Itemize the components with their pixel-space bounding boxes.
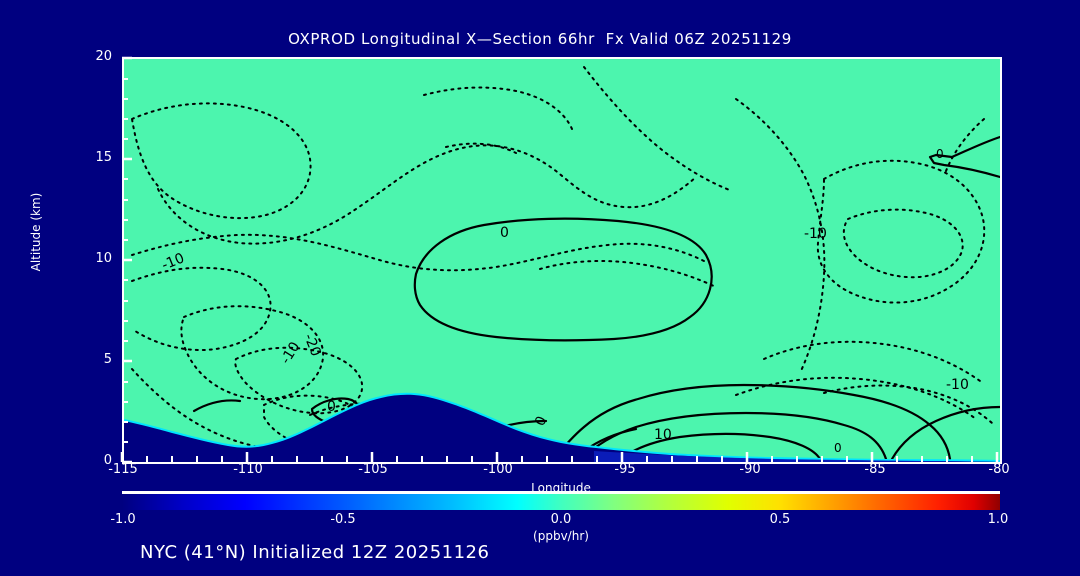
contour-neg10-band-c <box>131 233 705 272</box>
contour-label-zero-central: 0 <box>500 225 509 241</box>
x-tick-label: -90 <box>739 462 761 477</box>
colorbar-units-label: (ppbv/hr) <box>533 529 589 543</box>
x-tick-label: -100 <box>483 462 513 477</box>
x-tick-label: -95 <box>614 462 636 477</box>
y-tick-label: 5 <box>103 352 112 367</box>
colorbar-tick-label: -0.5 <box>330 512 356 527</box>
contour-neg-top-l <box>445 142 517 154</box>
contour-plot-svg: -10 -20 -10 0 0 0 10 -10 -10 0 0 <box>124 59 1000 462</box>
contour-label-neg10-right-mid: -10 <box>804 226 827 242</box>
contour-neg10-lowright-t <box>735 376 977 420</box>
contour-label-neg10-left: -10 <box>160 250 187 273</box>
contour-zero-west-a <box>192 399 242 413</box>
colorbar-topline <box>122 491 1000 494</box>
x-tick-label: -115 <box>108 462 138 477</box>
contour-zero-upper-right <box>928 135 1000 179</box>
contour-neg20-lobe-e <box>180 305 325 401</box>
contour-neg-center-n <box>539 260 717 288</box>
contour-zero-lower-right-c <box>890 405 1000 461</box>
y-axis-ticks: 20 15 10 5 0 <box>0 0 122 470</box>
contour-neg-center-m <box>583 66 733 192</box>
x-major-ticks <box>120 452 999 462</box>
contour-label-zero-far-low: 0 <box>834 441 842 455</box>
contour-neg10-right-core-q <box>842 208 964 279</box>
contour-neg-top-k <box>423 86 573 130</box>
x-tick-label: -105 <box>358 462 388 477</box>
y-tick-label: 10 <box>95 251 112 266</box>
contour-neg-surface-i <box>131 368 271 450</box>
x-minor-ticks <box>146 456 973 462</box>
colorbar-tick-label: 0.0 <box>550 512 572 527</box>
colorbar-tick-label: -1.0 <box>110 512 136 527</box>
terrain-shallow-band <box>594 451 1000 462</box>
y-tick-label: 0 <box>103 453 112 468</box>
plot-area: -10 -20 -10 0 0 0 10 -10 -10 0 0 <box>122 57 1002 464</box>
colorbar-tick-label: 0.5 <box>769 512 791 527</box>
contour-label-zero-upper-right: 0 <box>936 147 944 161</box>
contour-zero-central <box>413 217 713 342</box>
axis-tickmarks <box>120 56 999 464</box>
y-tick-label: 15 <box>95 150 112 165</box>
contour-neg10-band-b <box>157 144 697 245</box>
x-axis-ticks: -115 -110 -105 -100 -95 -90 -85 -80 <box>0 462 1080 484</box>
colorbar-tick-label: 1.0 <box>987 512 1009 527</box>
x-tick-label: -80 <box>988 462 1010 477</box>
contour-neg10-lowright-s <box>763 340 981 382</box>
footer-caption: NYC (41°N) Initialized 12Z 20251126 <box>140 542 490 563</box>
contour-label-ten: 10 <box>654 427 672 443</box>
y-tick-label: 20 <box>95 49 112 64</box>
contour-neg10-right-lobe-p <box>816 159 986 304</box>
terrain-fill <box>124 394 1000 462</box>
contour-label-neg20: -20 <box>300 332 323 359</box>
contour-neg20-lobe-d <box>131 266 272 351</box>
chart-title: OXPROD Longitudinal X—Section 66hr Fx Va… <box>288 30 792 48</box>
y-minor-ticks <box>122 78 128 443</box>
x-tick-label: -85 <box>864 462 886 477</box>
contour-label-neg10-right-low: -10 <box>946 377 969 393</box>
contour-ten-lower-right-b <box>618 432 822 461</box>
y-major-ticks <box>122 56 132 464</box>
colorbar-gradient[interactable] <box>122 494 1000 510</box>
contour-neg10-lobe-a <box>130 102 312 220</box>
colorbar[interactable] <box>122 494 1000 510</box>
x-tick-label: -110 <box>233 462 263 477</box>
contour-label-zero-west: 0 <box>327 399 336 415</box>
terrain <box>124 392 1000 462</box>
